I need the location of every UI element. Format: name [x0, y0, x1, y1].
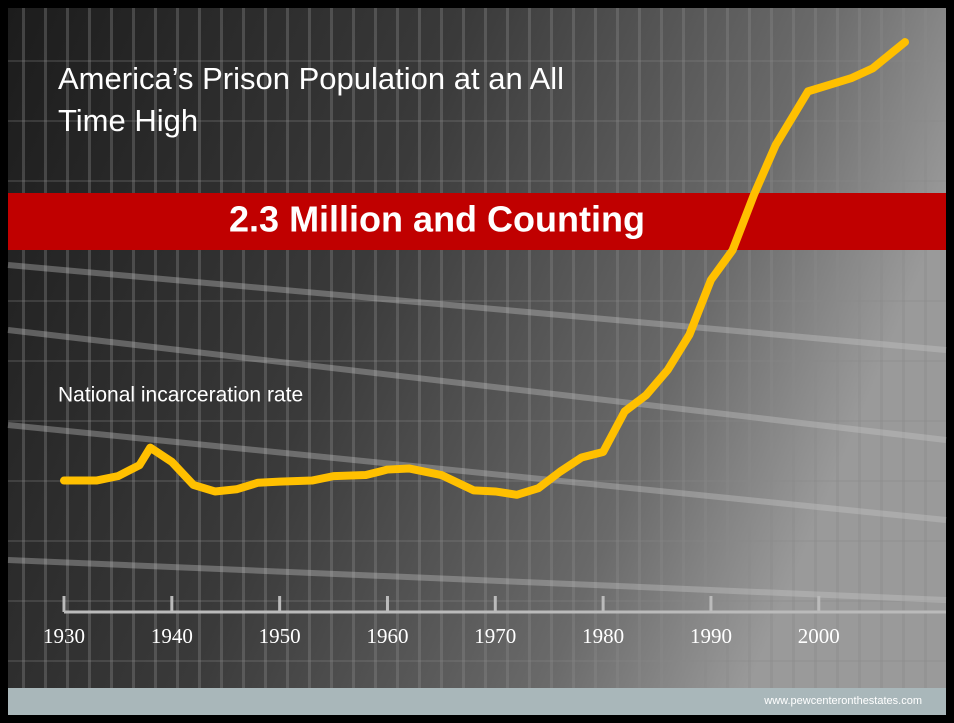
x-tick-label: 1980 [582, 624, 624, 648]
annotation: National incarceration rate [58, 384, 303, 407]
x-tick-label: 1990 [690, 624, 732, 648]
railings [7, 262, 947, 603]
x-tick-label: 1930 [43, 624, 85, 648]
x-tick-label: 1960 [366, 624, 408, 648]
source: www.pewcenteronthestates.com [763, 695, 922, 707]
subtitle: 2.3 Million and Counting [229, 199, 645, 240]
x-tick-label: 1970 [474, 624, 516, 648]
chart-title: America’s Prison Population at an All Ti… [58, 61, 565, 138]
x-tick-label: 2000 [798, 624, 840, 648]
x-tick-label: 1950 [259, 624, 301, 648]
x-tick-label: 1940 [151, 624, 193, 648]
series-line [60, 38, 910, 499]
banner [8, 193, 946, 250]
footer [8, 688, 946, 715]
